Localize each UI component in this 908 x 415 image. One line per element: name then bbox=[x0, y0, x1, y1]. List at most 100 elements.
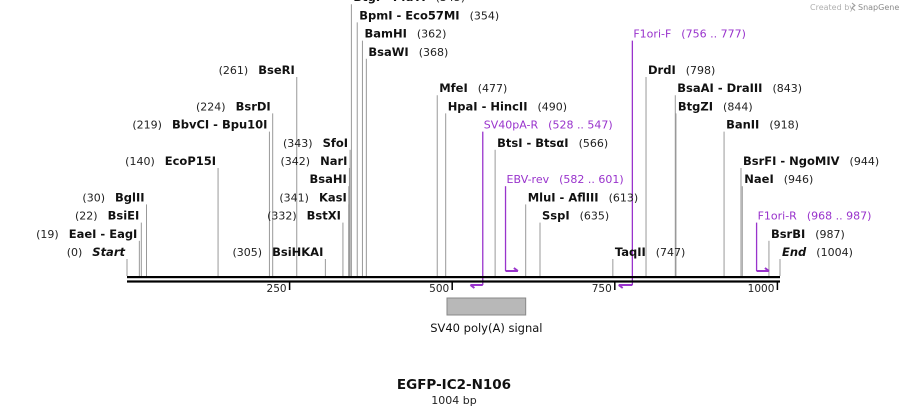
site-position: (354) bbox=[470, 9, 500, 22]
primer-arrow bbox=[505, 267, 519, 272]
site-label-nari[interactable]: NarI (342) bbox=[280, 154, 347, 168]
site-label-banii[interactable]: BanII (918) bbox=[726, 118, 799, 132]
site-label-bbvci-bpu10i[interactable]: BbvCI - Bpu10I (219) bbox=[132, 118, 267, 132]
site-label-bsawi[interactable]: BsaWI (368) bbox=[368, 45, 448, 59]
sequence-title-block: EGFP-IC2-N106 1004 bp bbox=[397, 377, 511, 407]
site-label-bseri[interactable]: BseRI (261) bbox=[219, 63, 295, 77]
site-position: (368) bbox=[419, 46, 449, 59]
enzyme-name: MfeI bbox=[439, 81, 468, 95]
site-position: (490) bbox=[538, 100, 568, 113]
site-label-bamhi[interactable]: BamHI (362) bbox=[364, 27, 446, 41]
enzyme-name: EaeI - EagI bbox=[69, 227, 138, 241]
enzyme-name: End bbox=[782, 245, 807, 259]
site-position: (224) bbox=[196, 100, 226, 113]
primer-arrow bbox=[618, 284, 633, 289]
primer-f1ori-f[interactable]: F1ori-F (756 .. 777) bbox=[618, 28, 746, 289]
site-position: (332) bbox=[267, 210, 297, 223]
enzyme-name: BsiEI bbox=[108, 209, 140, 223]
site-label-bglii[interactable]: BglII (30) bbox=[82, 190, 144, 204]
site-label-bsrdi[interactable]: BsrDI (224) bbox=[196, 99, 271, 113]
primer-range: (756 .. 777) bbox=[681, 28, 746, 41]
enzyme-name: BseRI bbox=[258, 63, 295, 77]
site-position: (342) bbox=[280, 155, 310, 168]
feature-track: SV40 poly(A) signal bbox=[430, 297, 543, 335]
feature-sv40-poly-a-signal[interactable]: SV40 poly(A) signal bbox=[430, 297, 543, 335]
enzyme-name: BtgZI bbox=[678, 99, 713, 113]
site-label-bsrbi[interactable]: BsrBI (987) bbox=[771, 227, 845, 241]
site-label-kasi[interactable]: KasI (341) bbox=[279, 190, 346, 204]
ruler-tick-label: 750 bbox=[592, 283, 612, 295]
site-label-start[interactable]: Start (0) bbox=[67, 245, 126, 259]
site-label-btgi-pluti[interactable]: BtgI - PluTI (345) bbox=[353, 0, 465, 4]
site-label-sfoi[interactable]: SfoI (343) bbox=[283, 136, 348, 150]
backbone-bottom-strand bbox=[127, 280, 780, 283]
enzyme-name: BsrDI bbox=[236, 99, 271, 113]
enzyme-name: BglII bbox=[115, 190, 145, 204]
primer-ebv-rev[interactable]: EBV-rev (582 .. 601) bbox=[504, 173, 624, 272]
site-label-sspi[interactable]: SspI (635) bbox=[542, 209, 609, 223]
site-position: (19) bbox=[36, 228, 59, 241]
primer-name: EBV-rev bbox=[507, 173, 550, 186]
site-label-bpmi-eco57mi[interactable]: BpmI - Eco57MI (354) bbox=[359, 8, 499, 22]
enzyme-name: TaqII bbox=[615, 245, 646, 259]
site-position: (635) bbox=[580, 210, 610, 223]
primer-arrow bbox=[469, 284, 483, 289]
site-label-eaei-eagi[interactable]: EaeI - EagI (19) bbox=[36, 227, 137, 241]
enzyme-name: BsiHKAI bbox=[272, 245, 323, 259]
site-position: (305) bbox=[232, 246, 262, 259]
site-label-drdi[interactable]: DrdI (798) bbox=[648, 63, 715, 77]
site-position: (341) bbox=[279, 191, 309, 204]
primer-sv40pa-r[interactable]: SV40pA-R (528 .. 547) bbox=[469, 119, 613, 289]
site-position: (1004) bbox=[816, 246, 853, 259]
site-position: (613) bbox=[609, 191, 639, 204]
site-label-taqii[interactable]: TaqII (747) bbox=[615, 245, 686, 259]
enzyme-name: BsaWI bbox=[368, 45, 408, 59]
enzyme-name: BtgI - PluTI bbox=[353, 0, 425, 4]
enzyme-name: BanII bbox=[726, 118, 759, 132]
site-labels: Start (0) EaeI - EagI (19) BsiEI (22) BglII (30… bbox=[36, 0, 879, 259]
site-position: (261) bbox=[219, 64, 249, 77]
primer-range: (968 .. 987) bbox=[807, 210, 872, 223]
site-label-hpai-hincii[interactable]: HpaI - HincII (490) bbox=[448, 99, 567, 113]
enzyme-name: BsrBI bbox=[771, 227, 805, 241]
enzyme-name: BsaAI - DraIII bbox=[677, 81, 762, 95]
site-label-bsrfi-ngomiv[interactable]: BsrFI - NgoMIV (944) bbox=[743, 154, 879, 168]
credit-badge[interactable]: Created by SnapGene bbox=[810, 2, 899, 12]
site-position: (362) bbox=[417, 28, 447, 41]
site-label-btgzi[interactable]: BtgZI (844) bbox=[678, 99, 753, 113]
enzyme-name: BtsI - BtsαI bbox=[497, 136, 568, 150]
primer-range: (582 .. 601) bbox=[559, 173, 624, 186]
site-label-bstxi[interactable]: BstXI (332) bbox=[267, 209, 341, 223]
ruler-tick-label: 500 bbox=[429, 283, 449, 295]
site-leaders bbox=[126, 4, 781, 276]
site-label-mlui-afliii[interactable]: MluI - AflIII (613) bbox=[528, 190, 639, 204]
primer-annotations: SV40pA-R (528 .. 547)EBV-rev (582 .. 601)F… bbox=[469, 28, 872, 289]
credit-prefix: Created by bbox=[810, 3, 854, 12]
enzyme-name: SfoI bbox=[323, 136, 348, 150]
primer-f1ori-r[interactable]: F1ori-R (968 .. 987) bbox=[755, 210, 872, 272]
site-label-mfei[interactable]: MfeI (477) bbox=[439, 81, 507, 95]
enzyme-name: NarI bbox=[320, 154, 347, 168]
site-position: (477) bbox=[478, 82, 508, 95]
site-label-bsaai-draiii[interactable]: BsaAI - DraIII (843) bbox=[677, 81, 802, 95]
site-label-bsiei[interactable]: BsiEI (22) bbox=[75, 209, 139, 223]
sequence-length: 1004 bp bbox=[431, 394, 476, 407]
site-label-bsihkai[interactable]: BsiHKAI (305) bbox=[232, 245, 323, 259]
enzyme-name: BstXI bbox=[307, 209, 341, 223]
site-position: (798) bbox=[686, 64, 716, 77]
site-position: (747) bbox=[656, 246, 686, 259]
enzyme-name: BpmI - Eco57MI bbox=[359, 8, 459, 22]
site-label-naei[interactable]: NaeI (946) bbox=[744, 172, 813, 186]
enzyme-name: BbvCI - Bpu10I bbox=[172, 118, 267, 132]
site-label-btsi-bts-i[interactable]: BtsI - BtsαI (566) bbox=[497, 136, 608, 150]
site-label-ecop15i[interactable]: EcoP15I (140) bbox=[125, 154, 216, 168]
site-position: (343) bbox=[283, 137, 313, 150]
enzyme-name: DrdI bbox=[648, 63, 676, 77]
ruler-tick-label: 1000 bbox=[748, 283, 775, 295]
enzyme-name: HpaI - HincII bbox=[448, 99, 528, 113]
site-label-end[interactable]: End (1004) bbox=[782, 245, 853, 259]
site-position: (566) bbox=[579, 137, 609, 150]
site-label-bsahi[interactable]: BsaHI bbox=[310, 172, 347, 186]
enzyme-name: NaeI bbox=[744, 172, 773, 186]
site-position: (944) bbox=[850, 155, 880, 168]
